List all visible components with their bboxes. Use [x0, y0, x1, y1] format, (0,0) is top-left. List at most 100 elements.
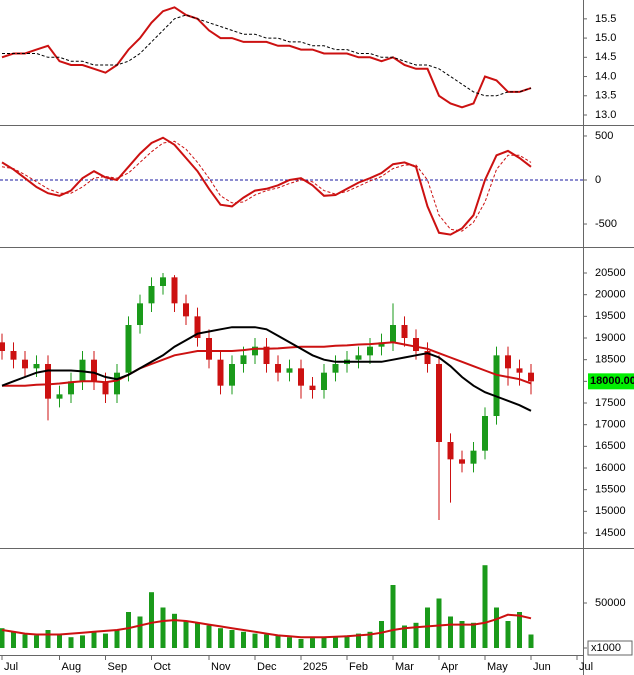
- candle-body: [367, 346, 373, 356]
- y-tick-label: 50000: [595, 597, 626, 609]
- volume-bar: [22, 634, 28, 648]
- y-tick-label: 14.5: [595, 51, 616, 63]
- y-tick-label: 500: [595, 130, 613, 142]
- candle-body: [505, 355, 511, 369]
- series-line: [2, 341, 532, 387]
- y-tick-label: 15.5: [595, 13, 616, 25]
- candle-body: [102, 381, 109, 395]
- candle-body: [401, 325, 408, 339]
- unit-label: x1000: [591, 642, 621, 654]
- x-tick-label: Apr: [441, 661, 458, 673]
- y-tick-label: 15500: [595, 484, 626, 496]
- last-price-label: 18000.00: [590, 375, 634, 387]
- series-line: [2, 14, 532, 97]
- volume-bar: [459, 621, 465, 648]
- x-tick-label: Nov: [211, 661, 231, 673]
- unit-box: [587, 640, 633, 656]
- candle-body: [56, 394, 63, 399]
- candle-body: [160, 277, 166, 287]
- candle-body: [183, 303, 189, 317]
- y-tick-label: 20000: [595, 289, 626, 301]
- x-tick-label: Jun: [533, 661, 551, 673]
- last-price-box: [588, 373, 634, 390]
- volume-bar: [275, 635, 281, 648]
- candle-body: [217, 359, 224, 386]
- volume-bar: [425, 607, 430, 648]
- y-tick-label: 18500: [595, 354, 626, 366]
- volume-bar: [57, 633, 62, 648]
- volume-bar: [505, 621, 511, 648]
- volume-bar: [436, 598, 442, 648]
- candle-body: [194, 316, 201, 339]
- volume-bar: [402, 625, 407, 648]
- volume-bar: [241, 631, 246, 648]
- candle-body: [355, 355, 362, 360]
- candle-body: [148, 286, 155, 304]
- candle-body: [137, 303, 143, 326]
- series-line: [1, 613, 532, 639]
- candle-body: [68, 381, 74, 395]
- candle-body: [45, 364, 51, 399]
- y-tick-label: 17000: [595, 419, 626, 431]
- y-tick-label: 14.0: [595, 70, 616, 82]
- volume-bar: [160, 607, 166, 648]
- candle-body: [378, 342, 385, 347]
- volume-bar: [229, 630, 235, 648]
- volume-bar: [413, 622, 419, 648]
- y-tick-label: 17500: [595, 397, 626, 409]
- volume-bar: [471, 622, 476, 648]
- x-tick-label: Dec: [257, 661, 277, 673]
- candle-body: [229, 364, 235, 386]
- x-tick-label: Sep: [108, 661, 128, 673]
- volume-bar: [149, 592, 154, 648]
- series-line: [1, 326, 532, 412]
- candle-body: [33, 364, 40, 369]
- volume-bar: [252, 633, 258, 648]
- volume-bar: [68, 637, 74, 648]
- volume-bar: [367, 631, 373, 648]
- candle-body: [0, 342, 5, 352]
- candle-body: [114, 372, 120, 395]
- series-line: [1, 136, 532, 236]
- candle-body: [470, 450, 477, 464]
- y-tick-label: 15000: [595, 505, 626, 517]
- candle-body: [309, 385, 316, 391]
- candle-body: [275, 364, 281, 373]
- series-line: [1, 140, 532, 232]
- candle-body: [482, 416, 488, 451]
- y-tick-label: 19500: [595, 310, 626, 322]
- candle-body: [332, 364, 339, 373]
- y-tick-label: 16500: [595, 440, 626, 452]
- volume-bar: [91, 631, 97, 648]
- volume-bar: [482, 565, 488, 648]
- volume-bar: [356, 633, 361, 648]
- candle-body: [516, 368, 523, 373]
- volume-bar: [379, 621, 384, 648]
- y-tick-label: 0: [595, 174, 601, 186]
- volume-bar: [528, 634, 534, 648]
- volume-bar: [206, 625, 212, 648]
- y-tick-label: 20500: [595, 267, 626, 279]
- volume-bar: [45, 630, 51, 648]
- volume-bar: [183, 621, 189, 648]
- volume-bar: [298, 638, 304, 648]
- x-tick-label: Feb: [349, 661, 368, 673]
- volume-bar: [114, 630, 120, 648]
- candle-body: [321, 372, 327, 391]
- volume-bar: [264, 634, 269, 648]
- candle-body: [125, 325, 132, 373]
- candle-body: [22, 359, 28, 369]
- volume-bar: [126, 612, 131, 648]
- volume-bar: [310, 638, 315, 648]
- x-tick-label: May: [487, 661, 508, 673]
- volume-bar: [80, 635, 85, 648]
- volume-bar: [517, 612, 522, 648]
- candle-body: [424, 351, 431, 365]
- volume-bar: [494, 607, 499, 648]
- volume-bar: [34, 635, 39, 648]
- y-tick-label: 19000: [595, 332, 626, 344]
- volume-bar: [103, 633, 108, 648]
